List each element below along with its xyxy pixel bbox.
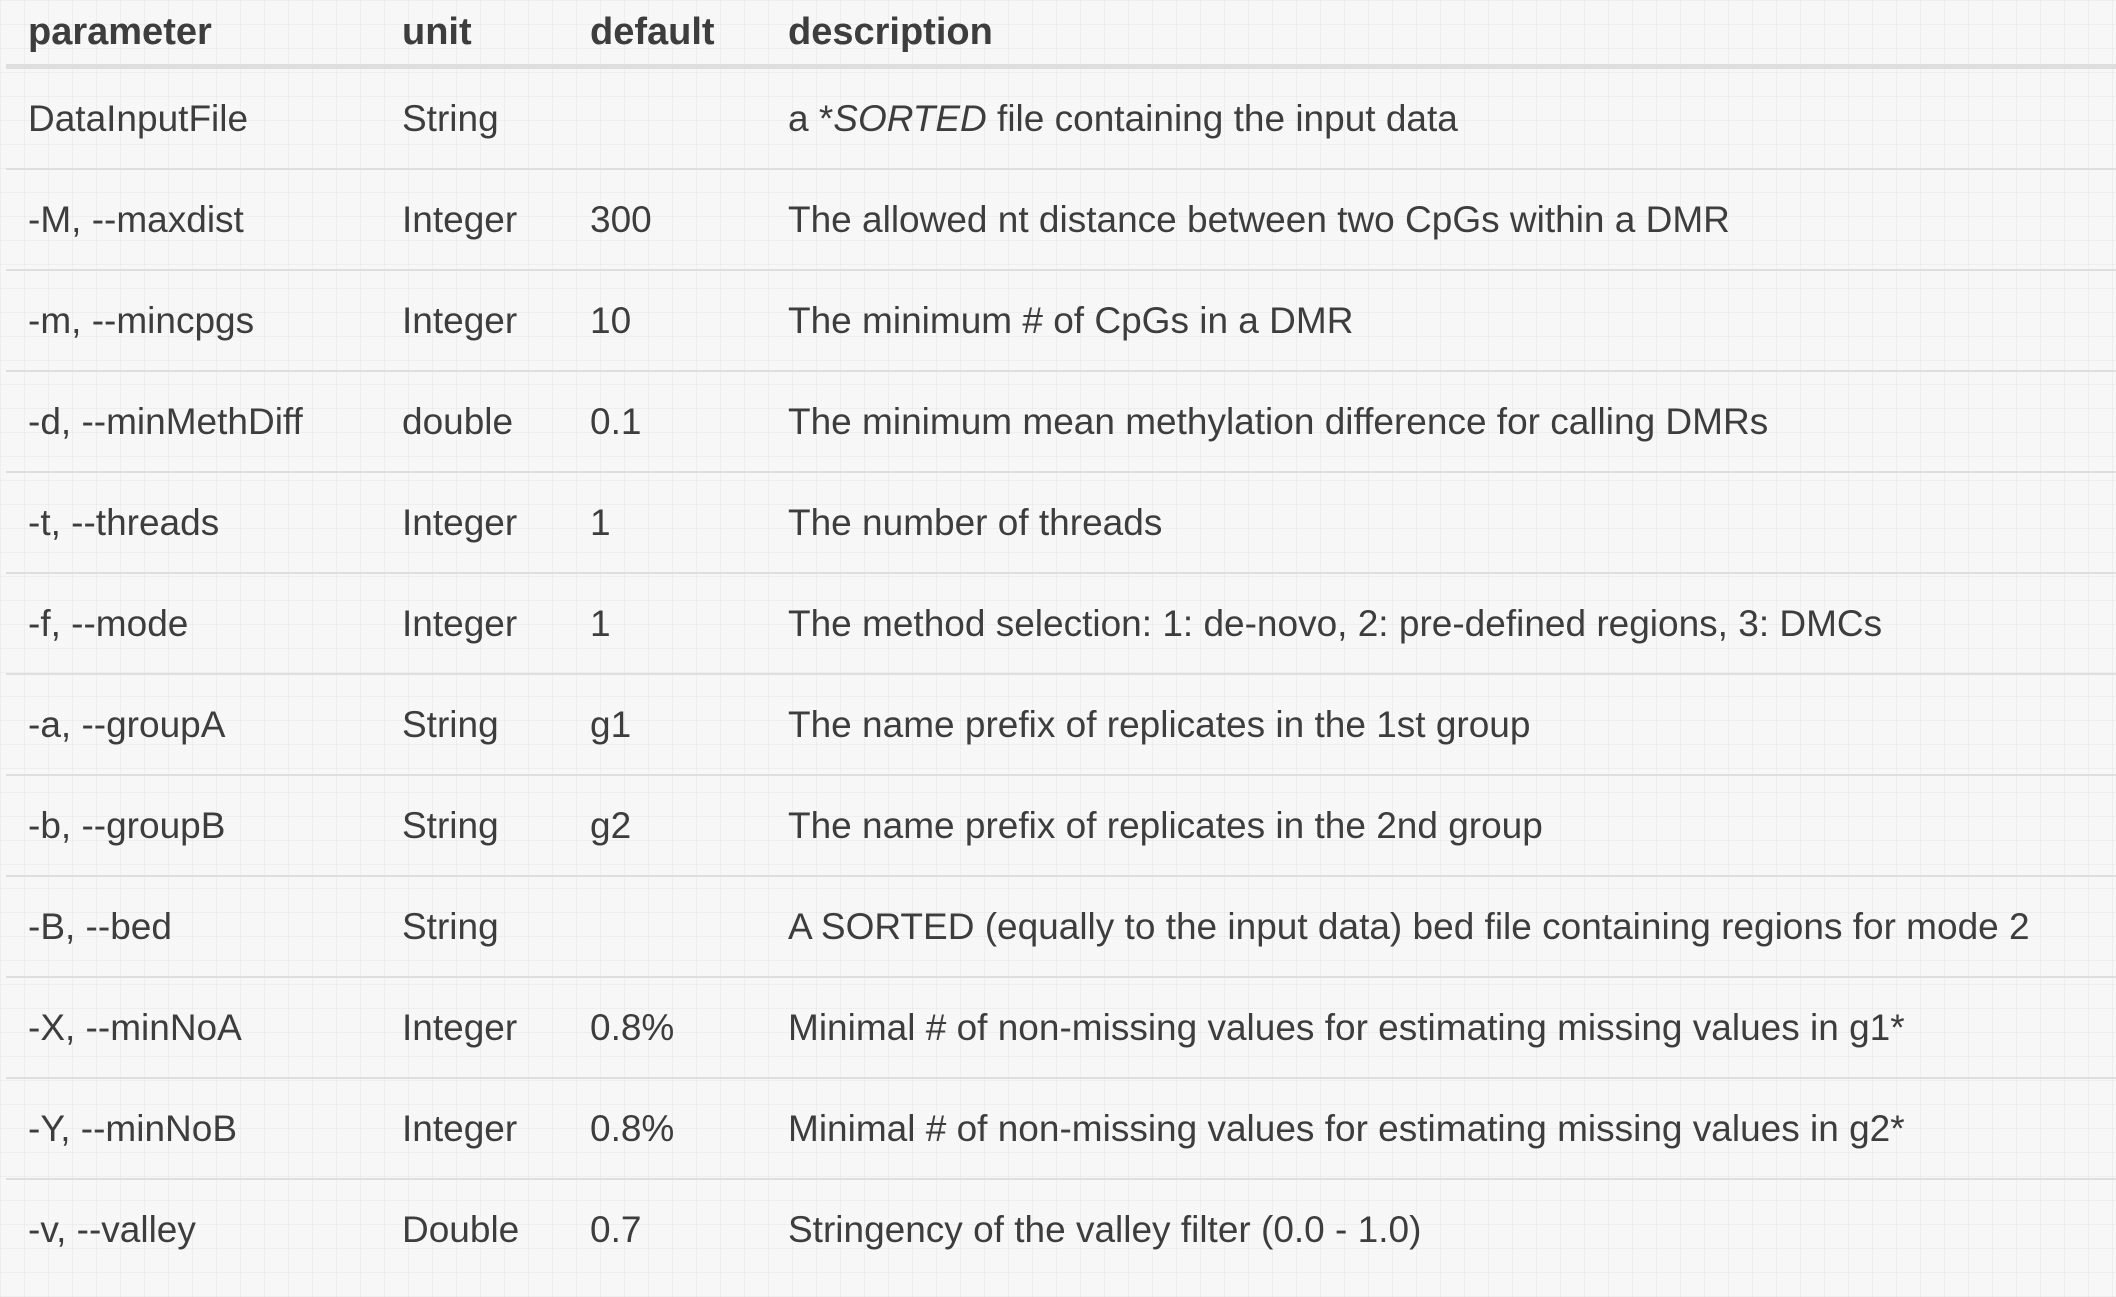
cell-description: The minimum mean methylation difference … [761,371,2116,473]
cell-description: Minimal # of non-missing values for esti… [761,977,2116,1079]
header-parameter: parameter [6,0,380,69]
cell-unit: String [380,876,568,978]
cell-unit: Integer [380,573,568,675]
cell-unit: Integer [380,270,568,372]
table-body: DataInputFile String a *SORTED file cont… [6,66,2116,1280]
cell-unit: Double [402,1208,520,1250]
cell-unit: Integer [380,472,568,574]
cell-description: Stringency of the valley filter (0.0 - 1… [788,1208,1422,1250]
table-row: -M, --maxdist Integer 300 The allowed nt… [6,169,2116,271]
table-row: DataInputFile String a *SORTED file cont… [6,66,2116,170]
table-row: -v, --valley Double 0.7 Stringency of th… [6,1179,2116,1279]
cell-default: 0.1 [568,371,761,473]
cell-default: 1 [568,573,761,675]
cell-parameter: -X, --minNoA [6,977,380,1079]
cell-unit: String [380,775,568,877]
cell-description: The allowed nt distance between two CpGs… [761,169,2116,271]
cell-parameter: -t, --threads [6,472,380,574]
cell-parameter: -d, --minMethDiff [6,371,380,473]
cell-unit: String [380,674,568,776]
cell-default [568,876,761,978]
cell-unit: Integer [380,1078,568,1180]
cell-description: The name prefix of replicates in the 1st… [761,674,2116,776]
cell-default: 1 [568,472,761,574]
cell-parameter: -B, --bed [6,876,380,978]
cell-description: The number of threads [761,472,2116,574]
cell-description: Minimal # of non-missing values for esti… [761,1078,2116,1180]
cell-default: 10 [568,270,761,372]
table-row: -Y, --minNoB Integer 0.8% Minimal # of n… [6,1078,2116,1180]
cell-unit: double [380,371,568,473]
table-row: -X, --minNoA Integer 0.8% Minimal # of n… [6,977,2116,1079]
table-row: -m, --mincpgs Integer 10 The minimum # o… [6,270,2116,372]
table-row: -f, --mode Integer 1 The method selectio… [6,573,2116,675]
cell-parameter: -f, --mode [6,573,380,675]
cell-description: The minimum # of CpGs in a DMR [761,270,2116,372]
description-suffix: file containing the input data [986,97,1458,139]
description-prefix: a * [788,97,834,139]
cell-default [568,66,761,170]
header-unit: unit [380,0,568,69]
cell-parameter: -Y, --minNoB [6,1078,380,1180]
cell-description: The method selection: 1: de-novo, 2: pre… [761,573,2116,675]
cell-parameter: -b, --groupB [6,775,380,877]
cell-default: g2 [568,775,761,877]
table-row: -t, --threads Integer 1 The number of th… [6,472,2116,574]
description-emphasis: SORTED [833,97,987,139]
cell-default: g1 [568,674,761,776]
cell-unit: Integer [380,169,568,271]
table-row: -b, --groupB String g2 The name prefix o… [6,775,2116,877]
header-default: default [568,0,761,69]
table-header: parameter unit default description [6,0,2116,69]
cell-unit: Integer [380,977,568,1079]
cell-description: a *SORTED file containing the input data [761,66,2116,170]
cell-parameter: -a, --groupA [6,674,380,776]
cell-parameter: -m, --mincpgs [6,270,380,372]
cell-description: A SORTED (equally to the input data) bed… [761,876,2116,978]
table-row: -d, --minMethDiff double 0.1 The minimum… [6,371,2116,473]
cell-description: The name prefix of replicates in the 2nd… [761,775,2116,877]
header-description: description [761,0,2116,69]
header-row: parameter unit default description [6,0,2116,69]
cell-parameter: -v, --valley [28,1208,196,1250]
cell-unit: String [380,66,568,170]
cell-default: 0.8% [568,1078,761,1180]
cell-default: 0.8% [568,977,761,1079]
cell-parameter: DataInputFile [6,66,380,170]
parameter-table: parameter unit default description DataI… [6,0,2116,1279]
cell-default: 300 [568,169,761,271]
table-row: -B, --bed String A SORTED (equally to th… [6,876,2116,978]
cell-default: 0.7 [590,1208,642,1250]
table-row: -a, --groupA String g1 The name prefix o… [6,674,2116,776]
parameter-table-container: parameter unit default description DataI… [6,0,2116,1279]
cell-parameter: -M, --maxdist [6,169,380,271]
